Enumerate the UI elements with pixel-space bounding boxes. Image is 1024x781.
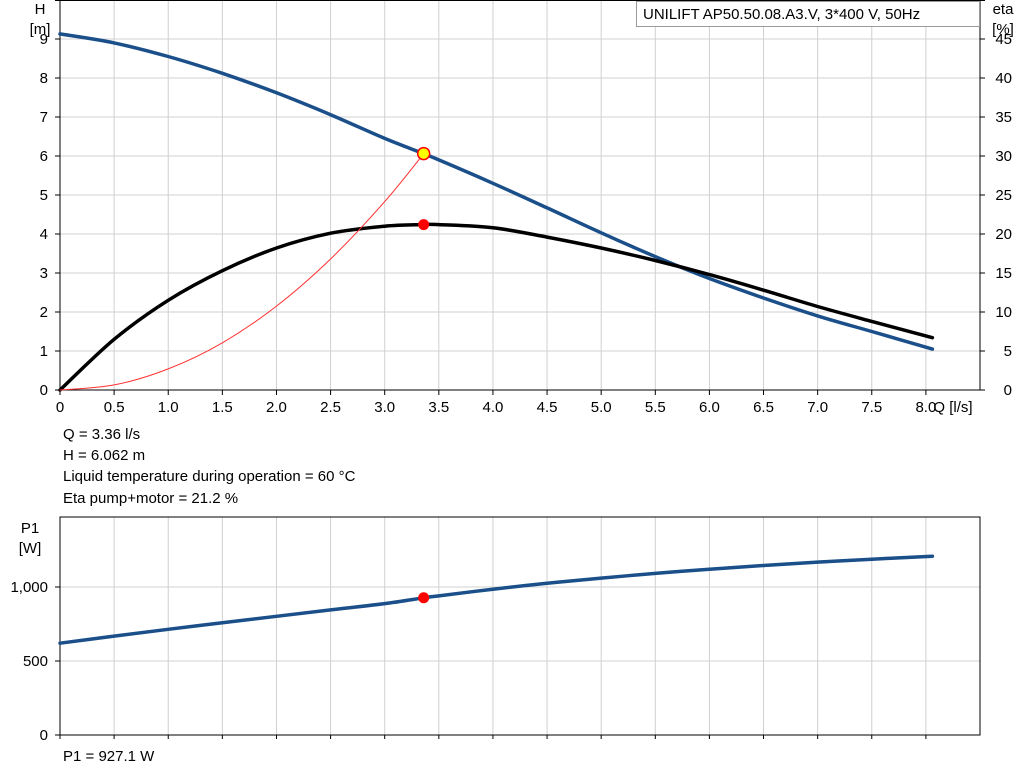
x-tick-label: 5.0 <box>591 399 612 416</box>
y-left-tick-label: 8 <box>40 70 48 87</box>
top-series <box>58 32 935 392</box>
efficiency-curve <box>58 222 935 392</box>
x-tick-label: 4.5 <box>537 399 558 416</box>
y-right-tick-label: 5 <box>1004 343 1012 360</box>
legend-box: UNILIFT AP50.50.08.A3.V, 3*400 V, 50Hz <box>636 1 980 27</box>
p1-tick-label: 1,000 <box>10 579 48 596</box>
efficiency-duty-marker <box>418 219 430 231</box>
power-chart: 0 500 1,000 P1 [W] <box>10 516 981 744</box>
y-left-tick-label: 5 <box>40 187 48 204</box>
y-left-label-line2: [m] <box>30 21 51 38</box>
x-tick-label: 2.0 <box>266 399 287 416</box>
info-h: H = 6.062 m <box>63 447 146 464</box>
y-right-tick-label: 0 <box>1004 382 1012 399</box>
y-left-tick-label: 4 <box>40 226 48 243</box>
x-tick-label: 3.5 <box>428 399 449 416</box>
bottom-series <box>58 554 935 645</box>
y-right-tick-label: 20 <box>995 226 1012 243</box>
y-left-tick-label: 1 <box>40 343 48 360</box>
x-tick-label: 1.0 <box>158 399 179 416</box>
y-left-tick-label: 7 <box>40 109 48 126</box>
y-right-label-line1: eta <box>993 1 1015 18</box>
x-tick-label: 0.5 <box>104 399 125 416</box>
x-tick-label: 1.5 <box>212 399 233 416</box>
y-left-tick-label: 6 <box>40 148 48 165</box>
p1-tick-label: 500 <box>23 653 48 670</box>
head-curve <box>58 32 935 351</box>
p1-label-line2: [W] <box>19 540 42 557</box>
y-left-label-line1: H <box>35 1 46 18</box>
y-left-tick-label: 2 <box>40 304 48 321</box>
info-p1: P1 = 927.1 W <box>63 748 155 765</box>
y-left-tick-label: 9 <box>40 31 48 48</box>
system-curve <box>59 153 425 391</box>
x-tick-label: 7.0 <box>807 399 828 416</box>
head-efficiency-chart: 0 0.5 1.0 1.5 2.0 2.5 3.0 3.5 4.0 4.5 5.0 5.5 6.0 6.5… <box>30 0 1015 416</box>
info-eta: Eta pump+motor = 21.2 % <box>63 490 239 507</box>
x-axis-label: Q [l/s] <box>933 399 972 416</box>
x-tick-label: 6.5 <box>753 399 774 416</box>
top-ticks: 0 0.5 1.0 1.5 2.0 2.5 3.0 3.5 4.0 4.5 5.0 5.5 6.0 6.5… <box>40 0 1012 416</box>
y-right-tick-label: 30 <box>995 148 1012 165</box>
power-curve <box>58 554 935 645</box>
y-right-tick-label: 45 <box>995 31 1012 48</box>
y-right-tick-label: 10 <box>995 304 1012 321</box>
info-temp: Liquid temperature during operation = 60… <box>63 468 356 485</box>
p1-tick-label: 0 <box>40 727 48 744</box>
x-tick-label: 5.5 <box>645 399 666 416</box>
bottom-ticks: 0 500 1,000 <box>10 579 927 744</box>
info-q: Q = 3.36 l/s <box>63 426 141 443</box>
x-tick-label: 0 <box>56 399 64 416</box>
bottom-plot-frame <box>59 516 981 736</box>
x-tick-label: 7.5 <box>861 399 882 416</box>
power-duty-marker <box>418 592 430 604</box>
head-duty-marker <box>416 146 431 161</box>
y-left-tick-label: 0 <box>40 382 48 399</box>
x-tick-label: 3.0 <box>374 399 395 416</box>
y-right-tick-label: 35 <box>995 109 1012 126</box>
p1-label-line1: P1 <box>21 520 39 537</box>
y-left-tick-label: 3 <box>40 265 48 282</box>
y-right-tick-label: 25 <box>995 187 1012 204</box>
y-right-tick-label: 15 <box>995 265 1012 282</box>
x-tick-label: 2.5 <box>320 399 341 416</box>
legend-pump-label: UNILIFT AP50.50.08.A3.V, 3*400 V, 50Hz <box>643 6 921 23</box>
x-tick-label: 4.0 <box>483 399 504 416</box>
y-right-label-line2: [%] <box>992 21 1014 38</box>
y-right-tick-label: 40 <box>995 70 1012 87</box>
x-tick-label: 8.0 <box>915 399 936 416</box>
x-tick-label: 6.0 <box>699 399 720 416</box>
